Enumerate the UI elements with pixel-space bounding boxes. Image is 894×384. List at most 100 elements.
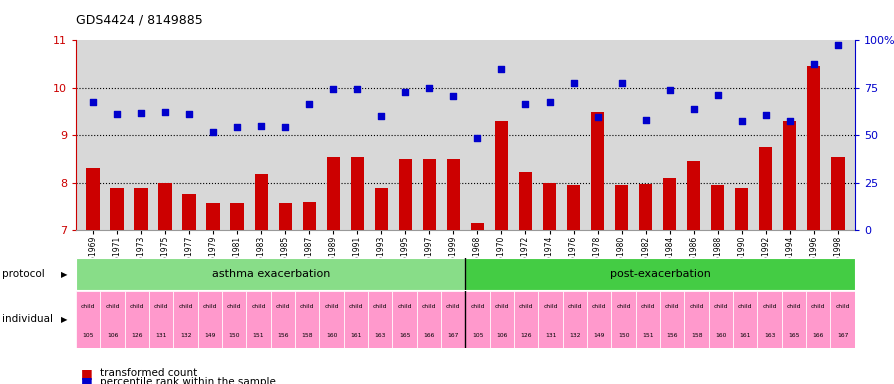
Bar xyxy=(207,203,219,230)
Text: 131: 131 xyxy=(544,333,556,338)
Text: 126: 126 xyxy=(520,333,531,338)
Point xyxy=(637,117,652,123)
Text: 165: 165 xyxy=(788,333,798,338)
Text: child: child xyxy=(275,304,290,309)
Text: child: child xyxy=(786,304,800,309)
Text: 158: 158 xyxy=(301,333,313,338)
Text: child: child xyxy=(397,304,411,309)
Bar xyxy=(590,112,603,230)
Text: 150: 150 xyxy=(617,333,628,338)
Bar xyxy=(635,291,660,348)
Text: 132: 132 xyxy=(180,333,191,338)
Point xyxy=(422,85,436,91)
Bar xyxy=(662,178,676,230)
Text: 106: 106 xyxy=(495,333,507,338)
Text: 165: 165 xyxy=(399,333,409,338)
Text: 131: 131 xyxy=(156,333,167,338)
Bar xyxy=(134,188,148,230)
Point xyxy=(830,42,844,48)
Text: 156: 156 xyxy=(277,333,289,338)
Text: 166: 166 xyxy=(423,333,434,338)
Point xyxy=(278,124,292,130)
Bar xyxy=(302,202,316,230)
Bar xyxy=(124,291,149,348)
Point xyxy=(110,111,124,117)
Text: child: child xyxy=(80,304,96,309)
Text: child: child xyxy=(834,304,849,309)
Text: asthma exacerbation: asthma exacerbation xyxy=(211,269,330,279)
Bar xyxy=(76,291,100,348)
Point xyxy=(350,86,364,92)
Text: 105: 105 xyxy=(471,333,483,338)
Text: child: child xyxy=(130,304,144,309)
Text: child: child xyxy=(519,304,533,309)
Bar xyxy=(489,291,513,348)
Bar xyxy=(562,291,586,348)
Point xyxy=(134,110,148,116)
Point xyxy=(374,113,388,119)
Bar xyxy=(734,188,747,230)
Point xyxy=(301,101,316,108)
Text: 150: 150 xyxy=(228,333,240,338)
Text: 132: 132 xyxy=(569,333,580,338)
Bar xyxy=(86,168,99,230)
Bar xyxy=(398,159,411,230)
Bar xyxy=(806,66,820,230)
Text: child: child xyxy=(616,304,630,309)
Text: ■: ■ xyxy=(80,375,92,384)
Bar xyxy=(110,188,123,230)
Point xyxy=(805,61,820,67)
Bar xyxy=(805,291,830,348)
Text: child: child xyxy=(688,304,703,309)
Text: 151: 151 xyxy=(641,333,653,338)
Text: 160: 160 xyxy=(714,333,726,338)
Bar xyxy=(375,188,387,230)
Text: 149: 149 xyxy=(204,333,215,338)
Point xyxy=(662,87,676,93)
Bar xyxy=(782,121,796,230)
Bar xyxy=(831,157,844,230)
Bar xyxy=(586,291,611,348)
Text: child: child xyxy=(591,304,606,309)
Bar xyxy=(684,291,708,348)
Text: 158: 158 xyxy=(690,333,702,338)
Text: child: child xyxy=(299,304,314,309)
Text: child: child xyxy=(469,304,485,309)
Point xyxy=(758,113,772,119)
Text: child: child xyxy=(713,304,728,309)
Text: protocol: protocol xyxy=(2,269,45,279)
Text: 149: 149 xyxy=(593,333,604,338)
Bar xyxy=(519,172,532,230)
Bar xyxy=(513,291,538,348)
Bar xyxy=(278,203,291,230)
Text: child: child xyxy=(105,304,120,309)
Text: child: child xyxy=(251,304,266,309)
Point xyxy=(518,101,532,107)
Text: child: child xyxy=(227,304,241,309)
Text: post-exacerbation: post-exacerbation xyxy=(609,269,710,279)
Bar xyxy=(614,185,628,230)
Bar xyxy=(465,291,489,348)
Bar xyxy=(687,162,699,230)
Text: GDS4424 / 8149885: GDS4424 / 8149885 xyxy=(76,14,203,27)
Bar xyxy=(660,291,684,348)
Text: child: child xyxy=(567,304,581,309)
Bar xyxy=(758,147,772,230)
Text: child: child xyxy=(640,304,654,309)
Bar xyxy=(222,291,246,348)
Text: child: child xyxy=(324,304,339,309)
Bar xyxy=(611,291,635,348)
Point xyxy=(710,92,724,98)
Text: child: child xyxy=(421,304,435,309)
Text: individual: individual xyxy=(2,314,53,324)
Point xyxy=(254,123,268,129)
Bar xyxy=(149,291,173,348)
Text: percentile rank within the sample: percentile rank within the sample xyxy=(100,377,276,384)
Text: 126: 126 xyxy=(131,333,142,338)
Point xyxy=(542,99,556,105)
Text: ▶: ▶ xyxy=(61,270,67,279)
Text: 156: 156 xyxy=(666,333,678,338)
Text: child: child xyxy=(762,304,776,309)
Bar xyxy=(198,291,222,348)
Bar xyxy=(417,291,441,348)
